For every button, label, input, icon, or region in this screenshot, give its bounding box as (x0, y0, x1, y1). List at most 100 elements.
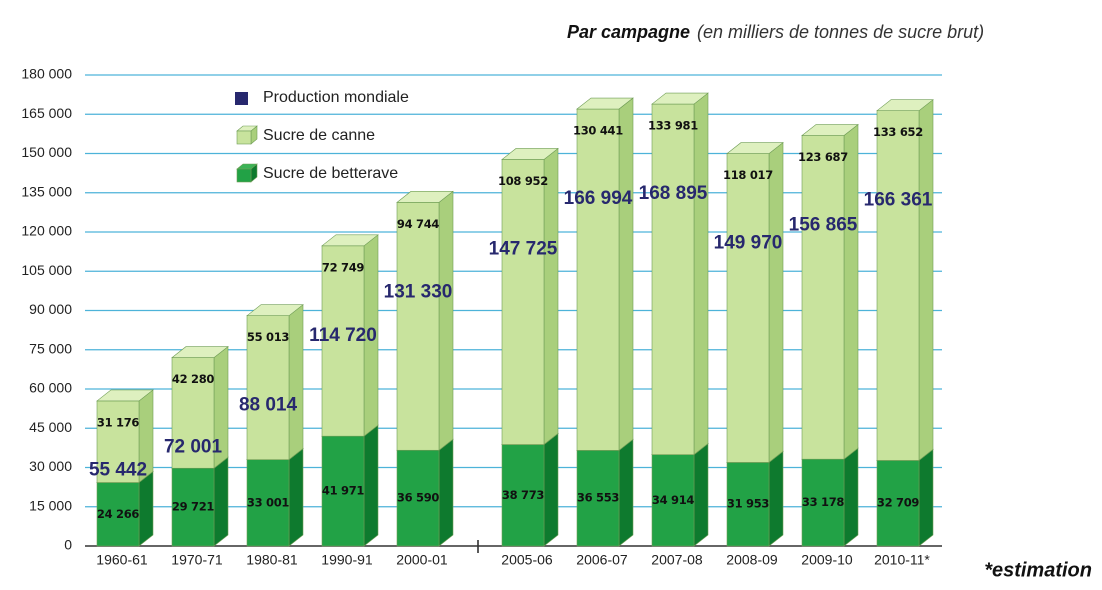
bar-segment (396, 202, 440, 451)
segment-label: 24 266 (97, 507, 140, 521)
segment-label: 34 914 (652, 493, 695, 507)
segment-label: 31 176 (97, 415, 140, 429)
bar-side (693, 443, 709, 547)
x-tick-label: 2005-06 (501, 552, 553, 568)
segment-label: 29 721 (172, 500, 215, 514)
bar-side (618, 438, 634, 547)
total-label: 156 865 (789, 215, 858, 236)
bar-side (918, 99, 934, 462)
total-label: 149 970 (714, 233, 783, 254)
y-tick-label: 0 (64, 537, 72, 553)
segment-label: 32 709 (877, 496, 920, 510)
bar-segment (96, 400, 140, 483)
segment-label: 133 652 (873, 125, 923, 139)
y-tick-label: 135 000 (21, 183, 72, 199)
segment-label: 94 744 (397, 217, 440, 231)
bar-segment (801, 135, 845, 460)
total-label: 147 725 (489, 238, 558, 259)
y-tick-label: 150 000 (21, 144, 72, 160)
x-tick-label: 1980-81 (246, 552, 298, 568)
chart-subtitle: (en milliers de tonnes de sucre brut) (697, 22, 984, 42)
bar-segment (171, 357, 215, 469)
bar-side (213, 456, 229, 547)
bar-segment (651, 103, 695, 455)
segment-label: 108 952 (498, 174, 548, 188)
x-tick-label: 2000-01 (396, 552, 448, 568)
bar-top (576, 97, 634, 110)
total-label: 55 442 (89, 460, 147, 481)
y-tick-label: 15 000 (29, 497, 72, 513)
x-tick-label: 1970-71 (171, 552, 223, 568)
segment-label: 31 953 (727, 497, 770, 511)
bar-segment (321, 435, 365, 547)
segment-label: 118 017 (723, 168, 773, 182)
bar-side (363, 424, 379, 547)
bar-side (768, 450, 784, 547)
bar-top (171, 346, 229, 358)
legend-label: Sucre de betterave (263, 165, 398, 182)
y-tick-label: 180 000 (21, 66, 72, 82)
bar-side (438, 190, 454, 451)
bar-segment (801, 458, 845, 547)
bar-side (543, 147, 559, 446)
segment-label: 33 001 (247, 495, 290, 509)
legend-swatch (236, 130, 252, 145)
bar-segment (246, 315, 290, 460)
bar-segment (726, 462, 770, 547)
bar-segment (876, 110, 920, 461)
segment-label: 55 013 (247, 330, 290, 344)
bar-top (651, 92, 709, 105)
bar-top (876, 99, 934, 111)
y-tick-label: 90 000 (29, 301, 72, 317)
x-tick-label: 1990-91 (321, 552, 373, 568)
legend-swatch (236, 168, 252, 183)
bar-segment (321, 245, 365, 437)
x-tick-label: 2007-08 (651, 552, 703, 568)
total-label: 72 001 (164, 437, 223, 458)
bar-segment (876, 460, 920, 547)
y-tick-label: 45 000 (29, 419, 72, 435)
x-tick-label: 2010-11* (874, 552, 930, 568)
segment-label: 42 280 (172, 372, 215, 386)
segment-label: 33 178 (802, 495, 845, 509)
bar-side (138, 470, 154, 547)
bar-side (768, 141, 784, 464)
bar-side (693, 92, 709, 456)
bar-segment (171, 467, 215, 547)
total-label: 88 014 (239, 395, 298, 416)
y-tick-label: 105 000 (21, 262, 72, 278)
y-tick-label: 165 000 (21, 105, 72, 121)
bar-side (843, 123, 859, 460)
legend-label: Sucre de canne (263, 127, 375, 144)
total-label: 166 994 (564, 188, 633, 209)
y-tick-label: 30 000 (29, 458, 72, 474)
segment-label: 72 749 (322, 260, 365, 274)
x-tick-label: 1960-61 (96, 552, 148, 568)
legend-label: Production mondiale (263, 89, 409, 106)
x-tick-label: 2008-09 (726, 552, 778, 568)
bar-segment (651, 454, 695, 547)
bar-segment (501, 159, 545, 445)
bar-segment (576, 108, 620, 451)
y-tick-label: 60 000 (29, 380, 72, 396)
bar-top (726, 142, 784, 154)
bar-side (843, 447, 859, 547)
bar-top (801, 124, 859, 136)
segment-label: 36 590 (397, 491, 440, 505)
bar-side (618, 97, 634, 451)
total-label: 131 330 (384, 281, 453, 302)
bar-side (543, 432, 559, 547)
segment-label: 36 553 (577, 491, 620, 505)
segment-label: 41 971 (322, 484, 365, 498)
total-label: 168 895 (639, 183, 708, 204)
segment-label: 133 981 (648, 119, 698, 133)
segment-label: 130 441 (573, 124, 623, 138)
bar-segment (396, 449, 440, 547)
x-tick-label: 2006-07 (576, 552, 628, 568)
bar-top (96, 389, 154, 402)
bar-side (438, 438, 454, 547)
bar-segment (576, 450, 620, 547)
bar-segment (726, 153, 770, 463)
bar-top (396, 191, 454, 203)
